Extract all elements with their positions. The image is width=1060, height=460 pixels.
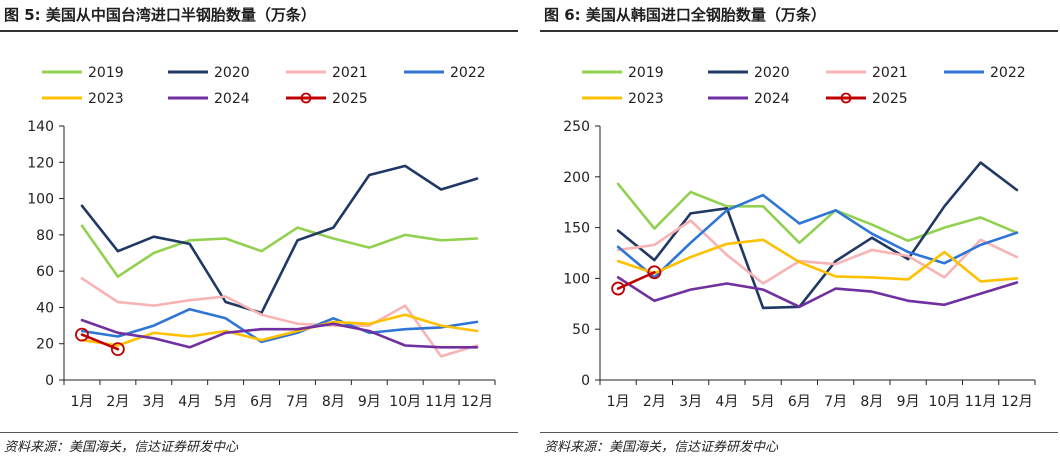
y-tick-label: 40 [36, 300, 54, 316]
x-tick-label: 3月 [679, 394, 702, 410]
series-line-2023 [616, 238, 1019, 283]
series-line-2024 [80, 318, 479, 349]
legend-item-2023: 2023 [42, 91, 124, 107]
x-tick-label: 11月 [425, 394, 457, 410]
y-tick-label: 150 [563, 221, 590, 237]
series-line-2024 [616, 276, 1019, 309]
x-tick-label: 8月 [322, 394, 345, 410]
legend-item-2021: 2021 [286, 65, 368, 81]
legend-item-2024: 2024 [168, 91, 250, 107]
legend-label: 2024 [214, 91, 250, 107]
source-note: 资料来源：美国海关，信达证券研发中心 [544, 440, 779, 455]
x-tick-label: 4月 [178, 394, 201, 410]
legend-item-2020: 2020 [708, 65, 790, 81]
legend-item-2021: 2021 [826, 65, 908, 81]
legend-label: 2023 [628, 91, 664, 107]
series-line-2022 [616, 193, 1019, 279]
legend-label: 2020 [754, 65, 790, 81]
x-tick-label: 8月 [860, 394, 883, 410]
source-rule [0, 432, 518, 433]
series-line-2020 [80, 164, 479, 315]
series-line-2022 [80, 307, 479, 344]
series-line-2019 [616, 182, 1019, 245]
x-tick-label: 2月 [106, 394, 129, 410]
series-line-2021 [616, 219, 1019, 285]
line-chart-korea-truck-tires: 2019 2020 2021 2022 2023 2024 2025 0 50 100 150 200… [563, 65, 1036, 410]
chart-title: 图 5: 美国从中国台湾进口半钢胎数量（万条） [4, 6, 316, 24]
chart-panel-taiwan: 图 5: 美国从中国台湾进口半钢胎数量（万条） 2019 2020 2021 2022… [0, 0, 520, 460]
y-tick-label: 0 [45, 373, 54, 389]
series-line-2020 [616, 161, 1019, 310]
legend-item-2025: 2025 [286, 91, 368, 107]
legend-item-2025: 2025 [826, 91, 908, 107]
legend-marker [840, 92, 852, 104]
x-tick-label: 9月 [358, 394, 381, 410]
y-tick-label: 100 [27, 192, 54, 208]
y-tick-label: 60 [36, 264, 54, 280]
data-point-2025 [647, 265, 662, 280]
legend-label: 2022 [450, 65, 486, 81]
y-tick-label: 0 [581, 373, 590, 389]
source-rule [540, 432, 1058, 433]
chart-title: 图 6: 美国从韩国进口全钢胎数量（万条） [544, 6, 826, 24]
legend-label: 2023 [88, 91, 124, 107]
series-line-2023 [80, 313, 479, 347]
chart-panel-korea: 图 6: 美国从韩国进口全钢胎数量（万条） 2019 2020 2021 2022 20… [540, 0, 1060, 460]
legend-label: 2025 [332, 91, 368, 107]
legend-item-2020: 2020 [168, 65, 250, 81]
y-tick-label: 200 [563, 170, 590, 186]
x-tick-label: 2月 [643, 394, 666, 410]
title-rule [0, 30, 518, 32]
data-point-2025 [75, 327, 89, 342]
series-line-2019 [80, 224, 479, 278]
legend-item-2022: 2022 [944, 65, 1026, 81]
y-tick-label: 120 [27, 155, 54, 171]
legend-label: 2022 [990, 65, 1026, 81]
y-tick-label: 140 [27, 119, 54, 135]
x-tick-label: 7月 [286, 394, 309, 410]
legend-item-2022: 2022 [404, 65, 486, 81]
y-tick-label: 80 [36, 228, 54, 244]
legend-label: 2020 [214, 65, 250, 81]
x-tick-label: 4月 [715, 394, 738, 410]
x-tick-label: 9月 [897, 394, 920, 410]
legend-marker [300, 92, 312, 104]
legend-item-2024: 2024 [708, 91, 790, 107]
x-tick-label: 5月 [214, 394, 237, 410]
x-tick-label: 6月 [250, 394, 273, 410]
title-rule [540, 30, 1058, 32]
legend-label: 2021 [872, 65, 908, 81]
legend-label: 2019 [88, 65, 124, 81]
x-tick-label: 7月 [824, 394, 847, 410]
y-tick-label: 250 [563, 119, 590, 135]
y-tick-label: 20 [36, 337, 54, 353]
x-tick-label: 10月 [389, 394, 421, 410]
legend-item-2019: 2019 [42, 65, 124, 81]
y-tick-label: 100 [563, 271, 590, 287]
data-point-2025 [611, 281, 626, 296]
x-tick-label: 12月 [1001, 394, 1033, 410]
x-tick-label: 11月 [965, 394, 997, 410]
legend-item-2023: 2023 [582, 91, 664, 107]
legend-label: 2025 [872, 91, 908, 107]
x-tick-label: 1月 [70, 394, 93, 410]
x-tick-label: 12月 [461, 394, 493, 410]
legend-label: 2024 [754, 91, 790, 107]
x-tick-label: 3月 [142, 394, 165, 410]
x-tick-label: 1月 [607, 394, 630, 410]
legend-label: 2019 [628, 65, 664, 81]
legend-item-2019: 2019 [582, 65, 664, 81]
y-tick-label: 50 [572, 322, 590, 338]
line-chart-taiwan-passenger-tires: 2019 2020 2021 2022 2023 2024 2025 0 20 40 60 80 100… [27, 65, 496, 410]
series-line-2021 [80, 277, 479, 358]
x-tick-label: 10月 [928, 394, 960, 410]
x-tick-label: 6月 [788, 394, 811, 410]
source-note: 资料来源：美国海关，信达证券研发中心 [4, 440, 239, 455]
data-point-2025 [110, 342, 125, 357]
x-tick-label: 5月 [752, 394, 775, 410]
legend-label: 2021 [332, 65, 368, 81]
